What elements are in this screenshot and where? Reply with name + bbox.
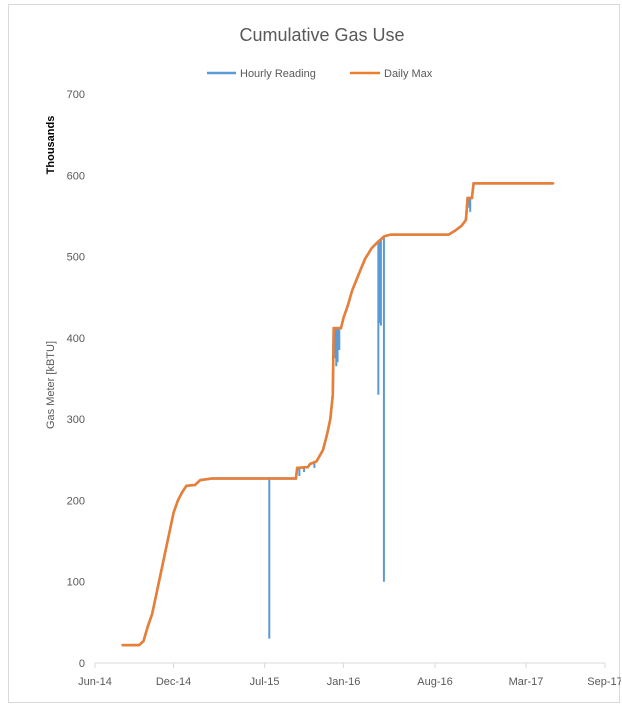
x-axis: Jun-14 Dec-14 Jul-15 Jan-16 Aug-16 Mar-17 Sep-…	[78, 663, 621, 688]
x-tick-label: Jun-14	[78, 676, 112, 688]
y-tick-label: 400	[67, 333, 85, 345]
chart-frame: Cumulative Gas Use Hourly Reading Daily …	[8, 4, 621, 703]
y-units-label: Thousands	[45, 116, 57, 175]
series-daily-max	[121, 182, 555, 647]
y-tick-label: 600	[67, 170, 85, 182]
x-tick-label: Jan-16	[327, 676, 361, 688]
chart-title: Cumulative Gas Use	[239, 25, 404, 45]
legend-label-daily: Daily Max	[384, 68, 433, 80]
y-tick-label: 0	[79, 658, 85, 670]
y-tick-label: 500	[67, 252, 85, 264]
x-tick-label: Jul-15	[250, 676, 280, 688]
x-tick-label: Aug-16	[417, 676, 452, 688]
chart-svg: Cumulative Gas Use Hourly Reading Daily …	[45, 25, 621, 688]
y-axis-label: Gas Meter [kBTU]	[45, 341, 57, 429]
legend: Hourly Reading Daily Max	[207, 68, 433, 80]
y-tick-label: 300	[67, 414, 85, 426]
x-tick-label: Mar-17	[509, 676, 544, 688]
y-axis: 0 100 200 300 400 500 600 700	[67, 89, 85, 670]
series-hourly-reading	[122, 182, 554, 647]
x-tick-label: Dec-14	[156, 676, 191, 688]
y-tick-label: 100	[67, 577, 85, 589]
legend-label-hourly: Hourly Reading	[240, 68, 316, 80]
y-tick-label: 700	[67, 89, 85, 101]
y-tick-label: 200	[67, 495, 85, 507]
hourly-line	[122, 182, 554, 647]
daily-max-line	[121, 182, 555, 647]
x-tick-label: Sep-17	[587, 676, 621, 688]
